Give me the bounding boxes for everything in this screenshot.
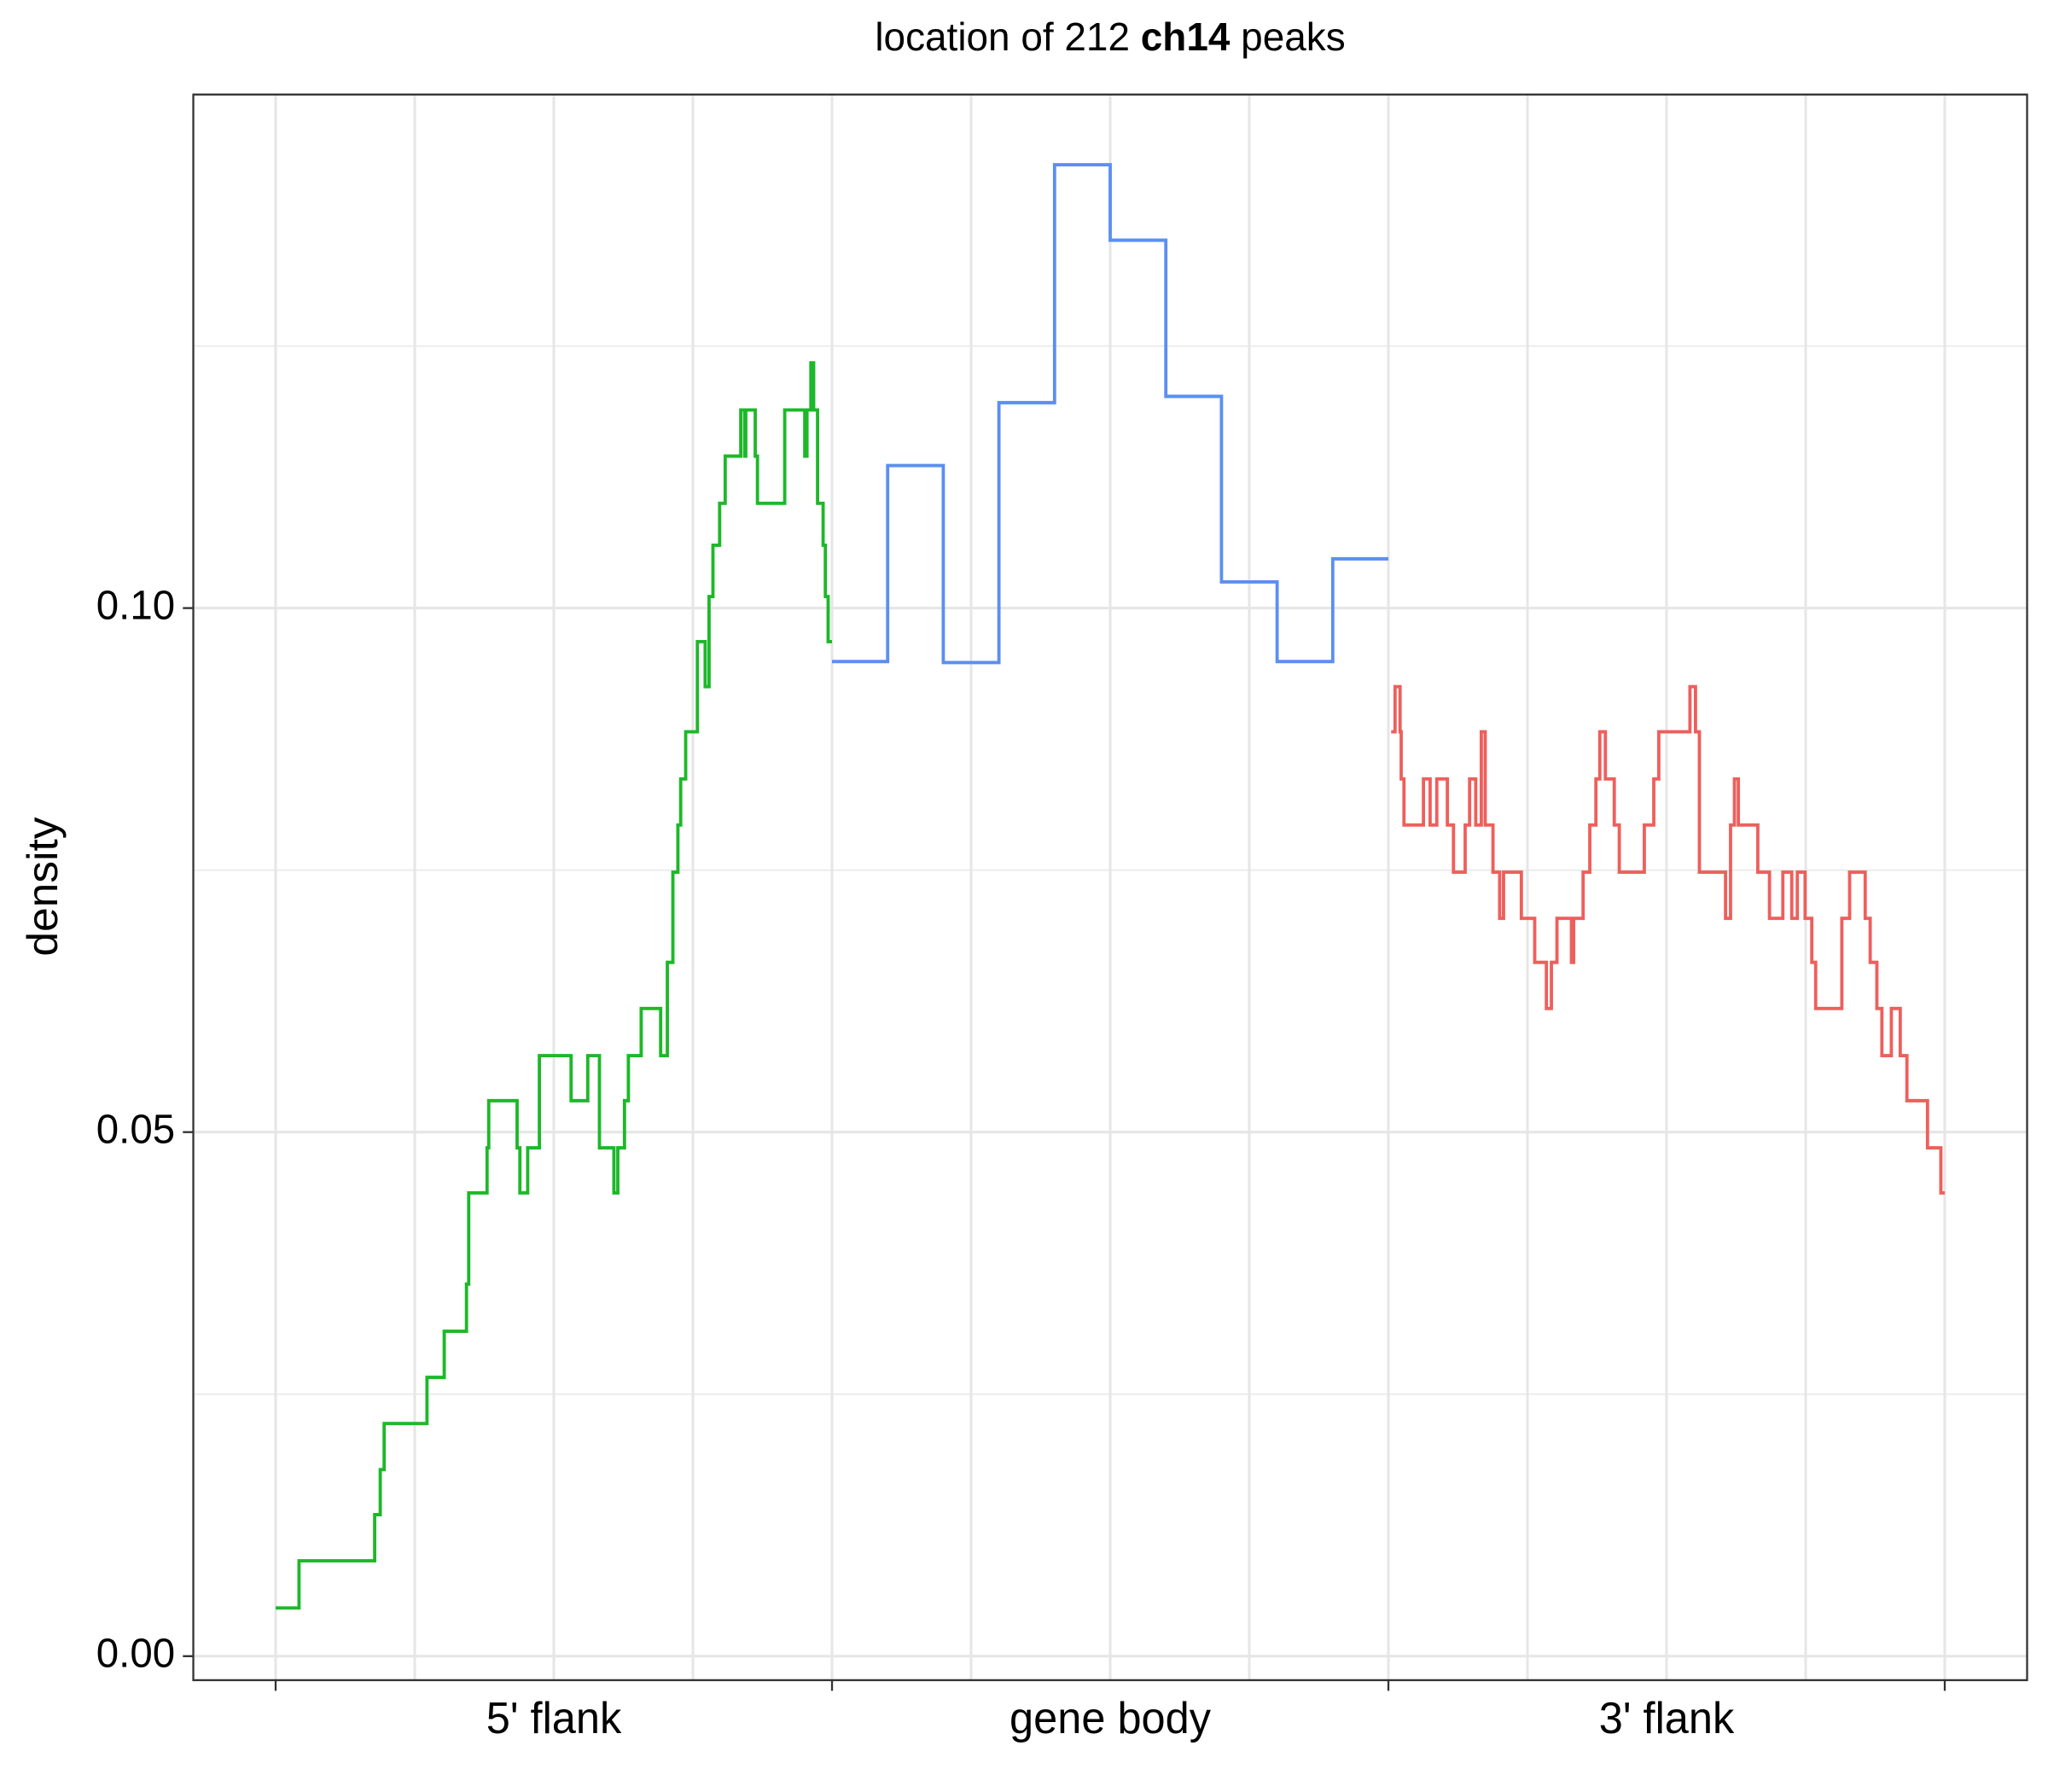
title-part: ch14 [1141,15,1231,59]
panel-border [192,93,2028,1682]
x-tick-label: 3' flank [1599,1693,1735,1743]
title-part: location of 212 [875,15,1140,59]
y-tick-label: 0.00 [96,1631,175,1677]
step-line [832,163,1389,665]
chart-title: location of 212 ch14 peaks [875,15,1345,59]
step-line [276,361,833,1610]
y-tick-label: 0.10 [96,583,175,629]
y-axis-label: density [18,817,66,957]
step-line [1391,684,1946,1195]
y-tick-label: 0.05 [96,1107,175,1153]
x-tick-label: gene body [1009,1693,1211,1743]
title-part: peaks [1230,15,1345,59]
x-tick-label: 5' flank [486,1693,622,1743]
